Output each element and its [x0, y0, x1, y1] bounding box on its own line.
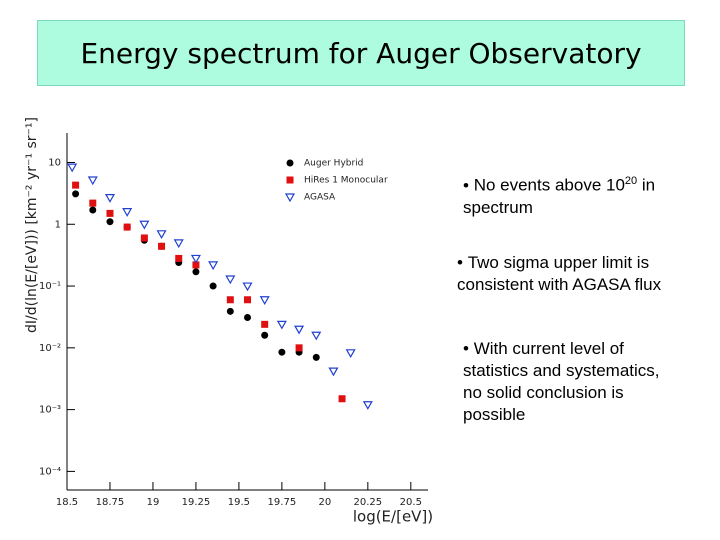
data-point — [192, 268, 200, 276]
y-tick-label: 10⁻³ — [39, 405, 61, 416]
data-point — [276, 320, 287, 330]
data-point — [67, 163, 78, 173]
bullet-sup: 20 — [624, 175, 638, 187]
legend-marker — [286, 176, 294, 184]
legend-marker — [286, 159, 294, 167]
data-point — [261, 320, 269, 328]
bullet-text: in spectrum — [463, 175, 656, 217]
x-tick-label: 20.5 — [400, 497, 422, 508]
data-point — [294, 325, 305, 335]
data-point — [311, 331, 322, 341]
data-point — [156, 230, 167, 240]
bullet: No events above 1020 in spectrum — [463, 170, 718, 219]
data-point — [140, 234, 148, 242]
data-point — [89, 206, 97, 214]
data-point — [225, 275, 236, 285]
data-point — [362, 401, 373, 410]
bullet: With current level of statistics and sys… — [463, 338, 673, 426]
data-point — [242, 282, 253, 292]
data-point — [72, 190, 80, 198]
data-point — [106, 209, 114, 217]
y-tick-label: 10⁻⁴ — [39, 466, 61, 477]
legend-label: HiRes 1 Monocular — [304, 176, 388, 186]
data-point — [104, 194, 116, 203]
bullet-text: No events above 10 — [473, 175, 625, 195]
data-point — [72, 181, 80, 189]
x-tick-label: 19.25 — [182, 497, 211, 508]
x-tick-label: 20 — [318, 497, 331, 508]
data-point — [106, 218, 114, 226]
data-point — [158, 242, 166, 250]
data-point — [139, 220, 150, 230]
y-tick-label: 10 — [48, 157, 61, 168]
legend-marker — [284, 193, 296, 203]
y-tick-label: 1 — [55, 219, 61, 230]
data-point — [244, 296, 251, 304]
x-tick-label: 18.75 — [96, 497, 125, 508]
data-point — [123, 223, 131, 231]
data-point — [209, 282, 217, 290]
data-point — [208, 261, 219, 271]
legend-label: AGASA — [304, 193, 336, 203]
data-point — [226, 307, 234, 315]
x-tick-label: 19.5 — [228, 497, 250, 508]
slide-title: Energy spectrum for Auger Observatory — [37, 20, 685, 86]
y-axis-label: dI/d(ln(E/[eV])) [km⁻² yr⁻¹ sr⁻¹] — [24, 117, 40, 333]
data-point — [226, 296, 234, 304]
legend-label: Auger Hybrid — [304, 159, 363, 169]
x-tick-label: 19.75 — [268, 497, 297, 508]
data-point — [244, 313, 251, 321]
data-point — [278, 348, 286, 356]
x-tick-label: 19 — [147, 497, 160, 508]
data-point — [295, 344, 303, 352]
data-point — [328, 367, 339, 377]
bullet: Two sigma upper limit is consistent with… — [457, 252, 712, 296]
x-axis-label: log(E/[eV]) — [353, 508, 433, 526]
data-point — [87, 176, 98, 186]
data-point — [175, 254, 183, 262]
data-point — [338, 395, 346, 403]
data-point — [190, 254, 201, 264]
data-point — [312, 353, 320, 361]
y-tick-label: 10⁻² — [39, 343, 61, 354]
data-point — [89, 199, 97, 207]
data-point — [173, 239, 184, 249]
x-tick-label: 18.5 — [56, 497, 78, 508]
data-point — [192, 261, 200, 269]
data-point — [345, 349, 356, 359]
data-point — [122, 208, 133, 217]
y-tick-label: 10⁻¹ — [39, 281, 61, 292]
data-point — [259, 296, 270, 305]
data-point — [261, 331, 269, 339]
x-tick-label: 20.25 — [354, 497, 383, 508]
